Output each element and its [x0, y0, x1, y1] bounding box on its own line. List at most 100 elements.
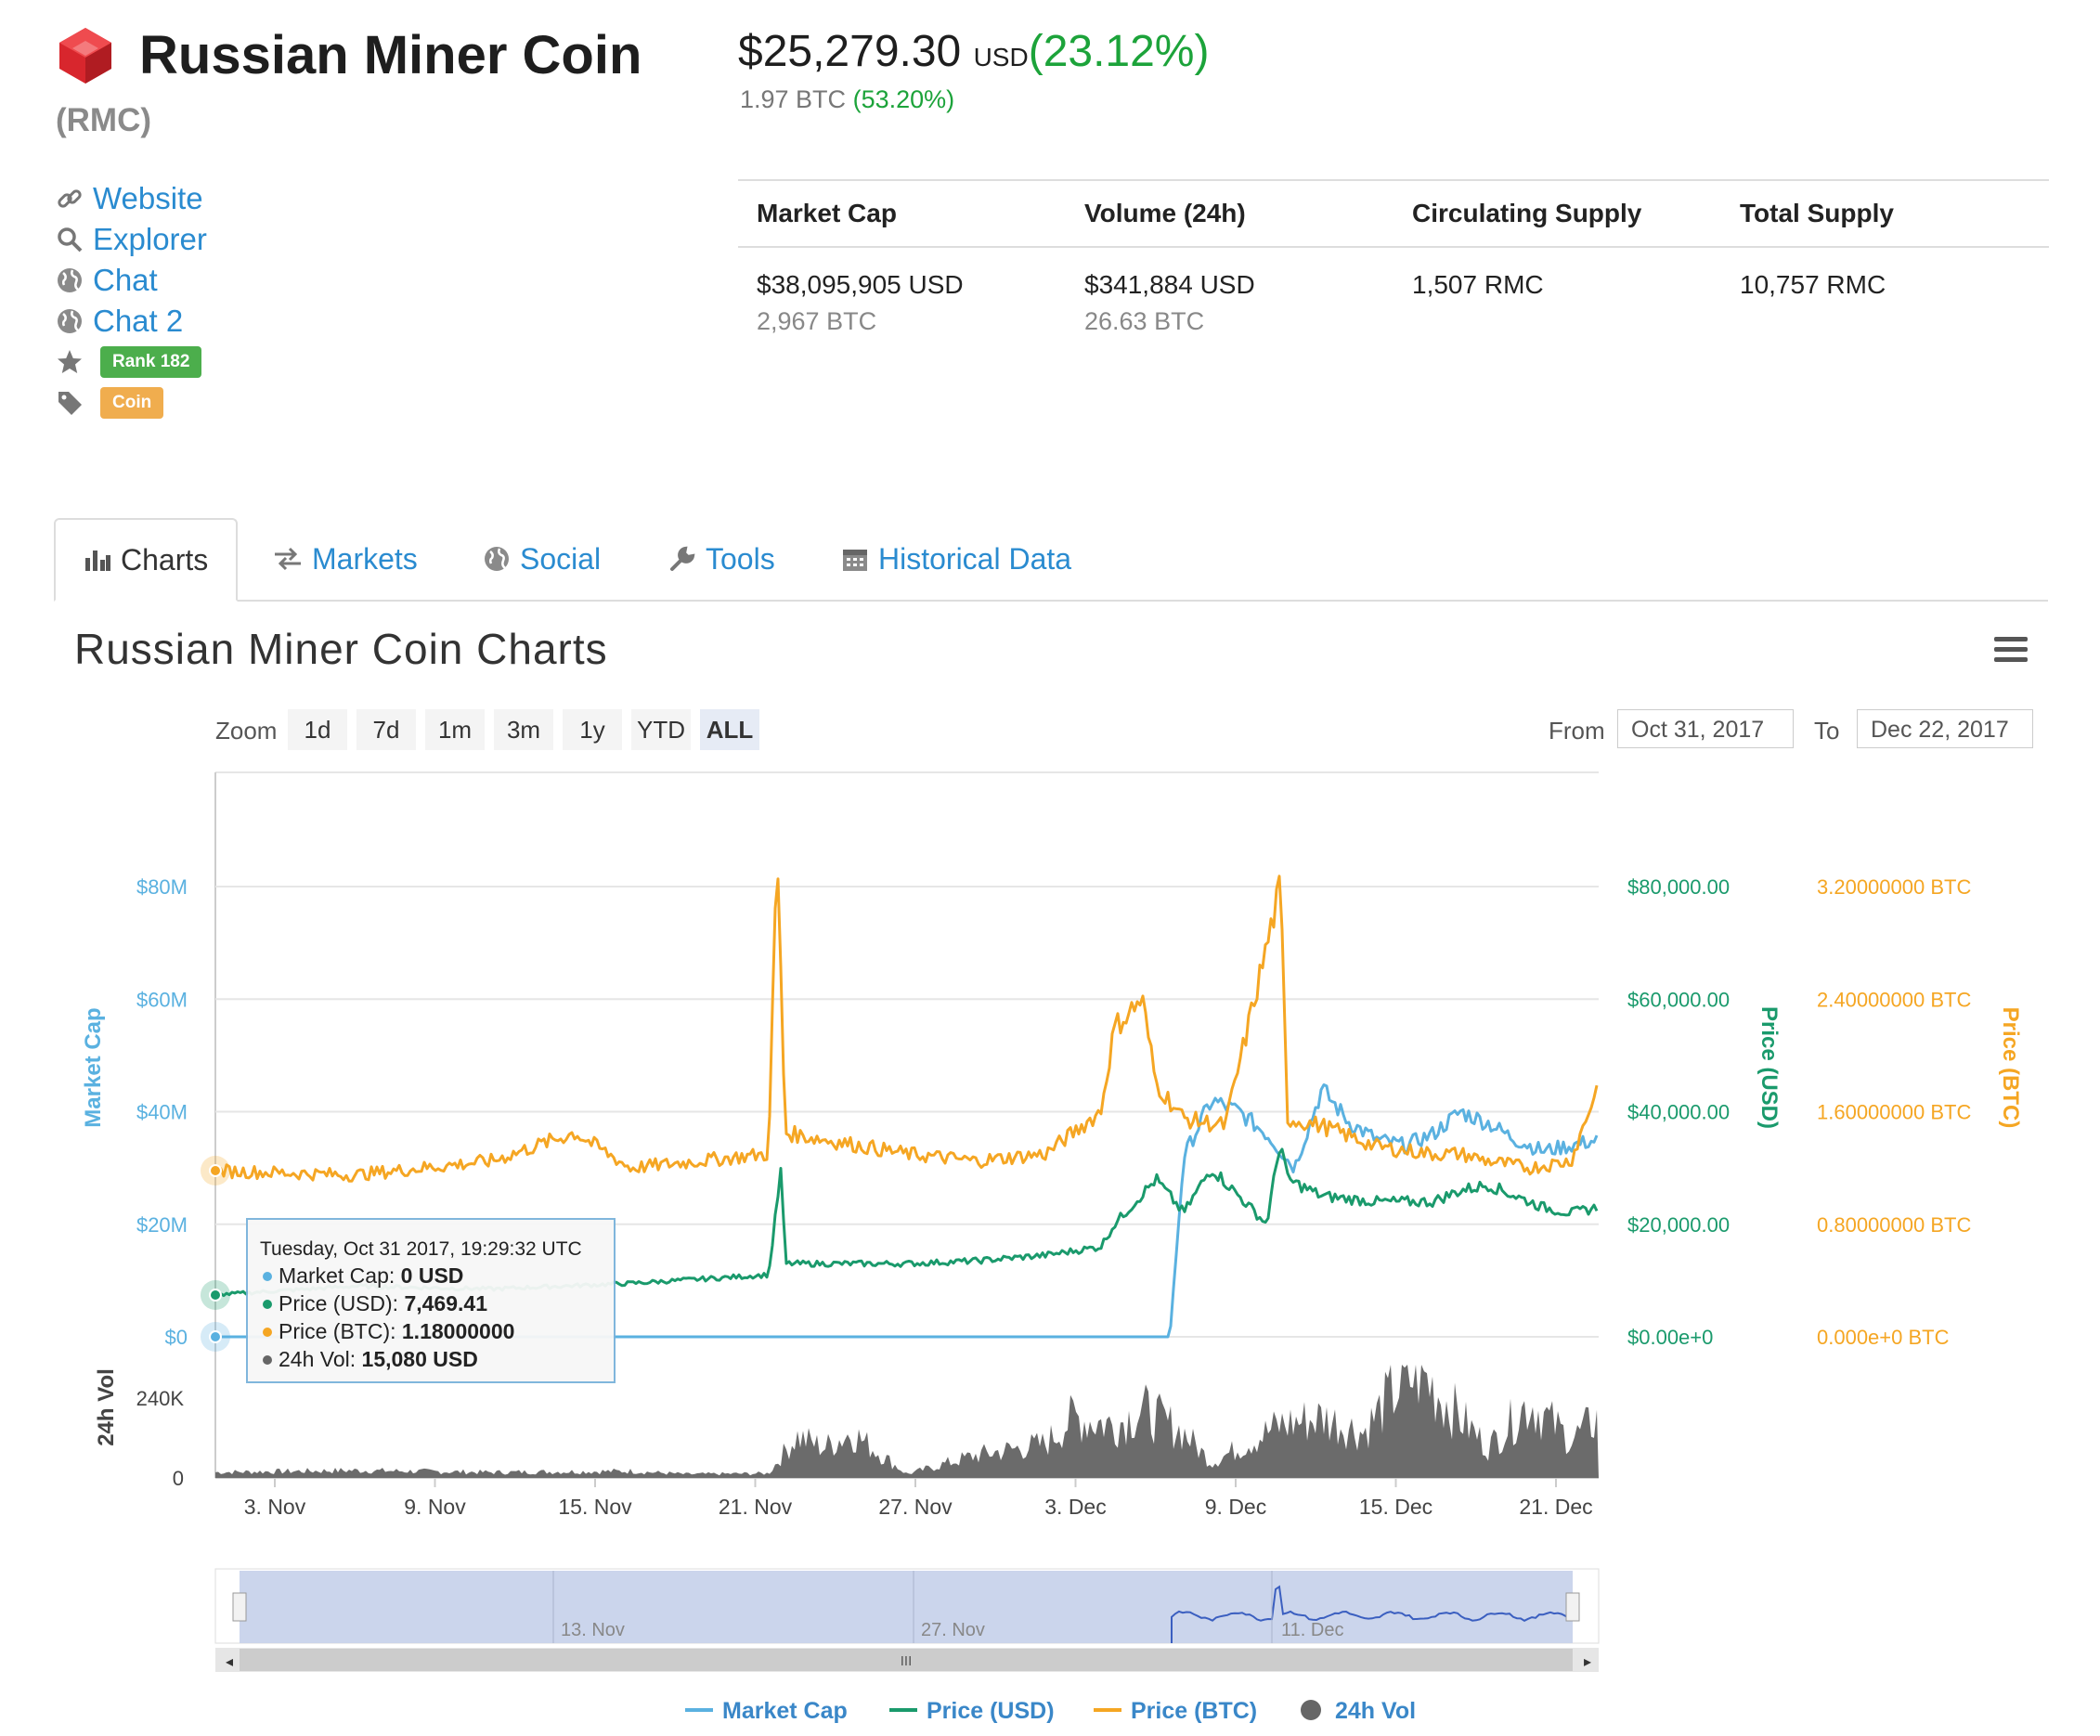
- stats-header: Total Supply: [1740, 199, 1894, 227]
- axis-title-price-btc: Price (BTC): [1998, 1007, 2023, 1129]
- x-tick-label: 3. Dec: [1044, 1495, 1106, 1519]
- stats-cell-market-cap: $38,095,905 USD 2,967 BTC: [738, 270, 1066, 336]
- tab-label: Markets: [312, 541, 418, 576]
- zoom-1y-button[interactable]: 1y: [563, 709, 622, 750]
- tab-label: Historical Data: [878, 541, 1072, 576]
- navigator-label: 13. Nov: [561, 1620, 625, 1640]
- price-btc-change: (53.20%): [852, 85, 955, 113]
- x-tick-label: 3. Nov: [244, 1495, 306, 1519]
- from-date-input[interactable]: Oct 31, 2017: [1617, 709, 1794, 748]
- y-tick-volume: 240K: [136, 1387, 185, 1410]
- tab-social[interactable]: Social: [483, 518, 601, 600]
- y-tick-price-usd: $60,000.00: [1627, 988, 1730, 1011]
- price-btc: 1.97 BTC (53.20%): [740, 85, 954, 114]
- tab-tools[interactable]: Tools: [668, 518, 775, 600]
- tooltip-box: [246, 1218, 616, 1383]
- zoom-1d-button[interactable]: 1d: [288, 709, 347, 750]
- stats-header-row: Market Cap Volume (24h) Circulating Supp…: [738, 181, 2049, 248]
- star-icon: [54, 346, 85, 378]
- y-tick-market-cap: $0: [165, 1326, 188, 1349]
- zoom-all-button[interactable]: ALL: [700, 709, 759, 750]
- zoom-label: Zoom: [215, 717, 278, 745]
- tab-label: Social: [520, 541, 602, 576]
- axis-tick-labels: $0 $0.00e+0 0.000e+0 BTC $20M $20,000.00 0.80…: [81, 875, 2023, 1490]
- price-usd-currency: USD: [973, 43, 1029, 71]
- price-usd-change: (23.12%): [1028, 27, 1210, 76]
- price-btc-value: 1.97 BTC: [740, 85, 847, 113]
- navigator-handle: [1565, 1592, 1580, 1622]
- stats-cell-volume: $341,884 USD 26.63 BTC: [1066, 270, 1394, 336]
- stats-value: $341,884 USD: [1084, 270, 1255, 299]
- tab-charts[interactable]: Charts: [54, 518, 239, 602]
- stats-value-row: $38,095,905 USD 2,967 BTC $341,884 USD 2…: [738, 248, 2049, 336]
- tooltip-row-label: Market Cap:: [279, 1263, 401, 1288]
- tab-markets[interactable]: Markets: [273, 518, 418, 600]
- stats-value: 1,507 RMC: [1412, 270, 1544, 299]
- marker-price-btc: [209, 1164, 222, 1177]
- link-chat[interactable]: Chat: [54, 260, 207, 301]
- zoom-1m-button[interactable]: 1m: [425, 709, 485, 750]
- tab-label: Tools: [706, 541, 775, 576]
- chart-legend[interactable]: Market Cap Price (USD) Price (BTC) 24h Vol: [685, 1698, 1416, 1724]
- link-website[interactable]: Website: [54, 178, 207, 219]
- type-row: Coin: [54, 382, 207, 423]
- to-date-input[interactable]: Dec 22, 2017: [1857, 709, 2033, 748]
- globe-icon: [54, 305, 85, 337]
- globe-icon: [483, 545, 511, 573]
- scrollbar-grip-icon: III: [901, 1653, 913, 1669]
- tooltip-row-value: 0 USD: [401, 1263, 464, 1288]
- tooltip-row: 24h Vol: 15,080 USD: [279, 1347, 478, 1371]
- stats-subvalue: 2,967 BTC: [757, 307, 877, 335]
- tooltip-row-value: 15,080 USD: [362, 1347, 478, 1371]
- scroll-left-arrow-icon: ◂: [226, 1654, 233, 1670]
- chart-tooltip: Tuesday, Oct 31 2017, 19:29:32 UTC Market…: [246, 1218, 616, 1383]
- tooltip-date: Tuesday, Oct 31 2017, 19:29:32 UTC: [260, 1238, 582, 1260]
- coin-symbol: (RMC): [56, 102, 152, 138]
- link-chat-2[interactable]: Chat 2: [54, 301, 207, 342]
- axis-title-volume: 24h Vol: [94, 1368, 119, 1446]
- tooltip-bullet: [263, 1355, 272, 1365]
- marker-price-usd: [209, 1289, 222, 1302]
- volume-area: [215, 1365, 1599, 1478]
- marker-market-cap: [209, 1330, 222, 1343]
- price-usd-value: $25,279.30: [738, 27, 962, 76]
- link-label[interactable]: Chat 2: [93, 304, 184, 338]
- tooltip-bullet: [263, 1328, 272, 1337]
- search-icon: [54, 224, 85, 255]
- tab-historical-data[interactable]: Historical Data: [841, 518, 1071, 600]
- stats-value: $38,095,905 USD: [757, 270, 964, 299]
- hamburger-menu-icon[interactable]: [1994, 637, 2028, 665]
- legend-item: Market Cap: [722, 1698, 848, 1724]
- tooltip-row-value: 1.18000000: [402, 1319, 515, 1343]
- tooltip-row: Price (BTC): 1.18000000: [279, 1319, 514, 1343]
- tab-label: Charts: [121, 542, 209, 577]
- chart-navigator[interactable]: 13. Nov 27. Nov 11. Dec ◂ ▸ III: [214, 1568, 1600, 1672]
- link-label[interactable]: Explorer: [93, 222, 207, 256]
- y-tick-price-usd: $40,000.00: [1627, 1101, 1730, 1124]
- zoom-3m-button[interactable]: 3m: [494, 709, 553, 750]
- globe-icon: [54, 265, 85, 296]
- zoom-ytd-button[interactable]: YTD: [631, 709, 691, 750]
- y-tick-volume: 0: [173, 1467, 184, 1490]
- link-explorer[interactable]: Explorer: [54, 219, 207, 260]
- stats-value: 10,757 RMC: [1740, 270, 1886, 299]
- zoom-7d-button[interactable]: 7d: [356, 709, 416, 750]
- x-tick-label: 27. Nov: [878, 1495, 953, 1519]
- exchange-icon: [273, 547, 303, 571]
- y-tick-market-cap: $80M: [136, 875, 188, 899]
- wrench-icon: [668, 545, 696, 573]
- link-label[interactable]: Chat: [93, 263, 158, 297]
- y-tick-market-cap: $60M: [136, 988, 188, 1011]
- stats-table: Market Cap Volume (24h) Circulating Supp…: [738, 179, 2049, 336]
- link-label[interactable]: Website: [93, 181, 203, 215]
- y-tick-market-cap: $20M: [136, 1213, 188, 1237]
- navigator-handle: [232, 1592, 247, 1622]
- stats-header: Circulating Supply: [1412, 199, 1642, 227]
- price-chart[interactable]: $0 $0.00e+0 0.000e+0 BTC $20M $20,000.00 0.80…: [0, 761, 2100, 1736]
- y-tick-price-btc: 0.80000000 BTC: [1817, 1213, 1971, 1237]
- y-tick-price-btc: 2.40000000 BTC: [1817, 988, 1971, 1011]
- navigator-label: 11. Dec: [1281, 1620, 1343, 1640]
- legend-item: 24h Vol: [1335, 1698, 1416, 1724]
- y-tick-price-usd: $20,000.00: [1627, 1213, 1730, 1237]
- coin-links: Website Explorer Chat Chat 2 Rank 182 Co…: [54, 178, 207, 423]
